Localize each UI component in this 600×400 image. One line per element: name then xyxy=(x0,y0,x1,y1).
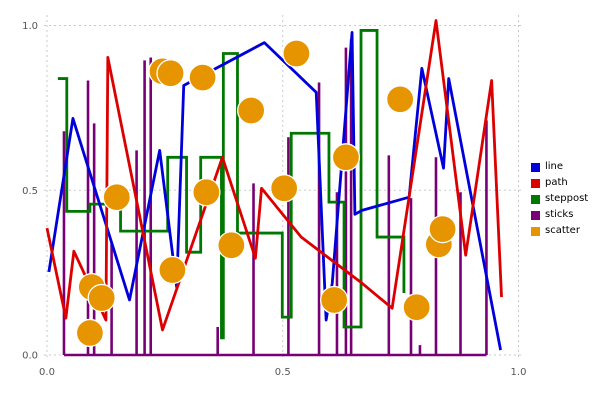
legend-item-sticks: sticks xyxy=(531,209,588,221)
legend-label: path xyxy=(545,177,568,188)
series-path xyxy=(45,19,503,332)
legend-swatch-steppost xyxy=(531,194,540,204)
legend-item-scatter: scatter xyxy=(531,225,588,237)
legend-item-steppost: steppost xyxy=(531,193,588,205)
scatter-point xyxy=(331,143,361,172)
scatter-point xyxy=(188,63,217,92)
legend-item-path: path xyxy=(531,177,588,189)
scatter-point xyxy=(102,183,131,212)
scatter-point xyxy=(386,85,415,114)
scatter-point xyxy=(319,285,349,315)
legend: line path steppost sticks scatter xyxy=(531,161,588,237)
scatter-point xyxy=(192,178,221,207)
scatter-point xyxy=(217,231,246,260)
scatter-point xyxy=(237,96,266,125)
x-tick-label: 1.0 xyxy=(511,367,527,378)
y-tick-label: 0.0 xyxy=(22,351,38,362)
legend-swatch-scatter xyxy=(531,226,540,236)
scatter-point xyxy=(158,255,187,285)
scatter-point xyxy=(402,293,431,322)
x-tick-label: 0.0 xyxy=(39,367,55,378)
y-tick-label: 1.0 xyxy=(22,21,38,32)
scatter-point xyxy=(87,283,116,313)
x-tick-label: 0.5 xyxy=(275,367,291,378)
scatter-point xyxy=(282,39,311,68)
y-tick-label: 0.5 xyxy=(22,186,38,197)
legend-swatch-line xyxy=(531,162,540,172)
scatter-point xyxy=(270,174,299,203)
scatter-point xyxy=(75,318,105,348)
legend-swatch-sticks xyxy=(531,210,540,220)
legend-item-line: line xyxy=(531,161,588,173)
legend-label: scatter xyxy=(545,225,580,236)
legend-label: steppost xyxy=(545,193,589,204)
scatter-point xyxy=(428,214,457,244)
legend-swatch-path xyxy=(531,178,540,188)
scatter-point xyxy=(156,59,185,88)
legend-label: sticks xyxy=(545,209,574,220)
legend-label: line xyxy=(545,161,564,172)
series-steppost xyxy=(57,29,406,340)
